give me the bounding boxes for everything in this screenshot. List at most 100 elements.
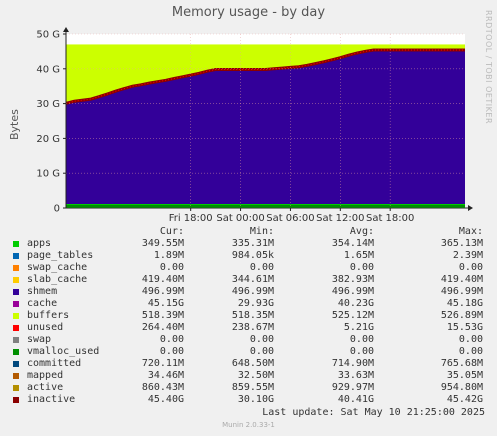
- legend-avg-value: 525.12M: [331, 310, 374, 321]
- legend-swatch: [13, 385, 19, 391]
- legend-series-name: vmalloc_used: [27, 346, 100, 357]
- legend-series-name: buffers: [27, 310, 70, 321]
- x-tick-label: Fri 18:00: [169, 213, 213, 224]
- legend-max-value: 526.89M: [440, 310, 483, 321]
- legend-row: cache 45.15G 29.93G 40.23G 45.18G: [10, 298, 490, 310]
- legend-series-name: inactive: [27, 394, 76, 405]
- legend-series-name: unused: [27, 322, 64, 333]
- legend-header-avg: Avg:: [349, 226, 374, 237]
- legend-avg-value: 929.97M: [331, 382, 374, 393]
- legend-avg-value: 40.41G: [337, 394, 374, 405]
- legend-max-value: 15.53G: [446, 322, 483, 333]
- legend-swatch: [13, 349, 19, 355]
- x-tick-label: Sat 18:00: [366, 213, 414, 224]
- legend-max-value: 35.05M: [446, 370, 483, 381]
- y-tick-label: 20 G: [36, 134, 60, 145]
- legend-cur-value: 264.40M: [141, 322, 184, 333]
- legend-cur-value: 45.40G: [147, 394, 184, 405]
- legend-row: vmalloc_used 0.00 0.00 0.00 0.00: [10, 346, 490, 358]
- legend-swatch: [13, 325, 19, 331]
- legend-max-value: 0.00: [458, 346, 483, 357]
- legend-swatch: [13, 397, 19, 403]
- legend-min-value: 496.99M: [231, 286, 274, 297]
- legend-row: inactive 45.40G 30.10G 40.41G 45.42G: [10, 394, 490, 406]
- legend-min-value: 238.67M: [231, 322, 274, 333]
- legend-cur-value: 496.99M: [141, 286, 184, 297]
- legend-swatch: [13, 373, 19, 379]
- legend-avg-value: 382.93M: [331, 274, 374, 285]
- legend-series-name: swap: [27, 334, 52, 345]
- legend-swatch: [13, 361, 19, 367]
- legend-header-min: Min:: [249, 226, 274, 237]
- legend-series-name: mapped: [27, 370, 64, 381]
- legend-cur-value: 1.89M: [153, 250, 184, 261]
- legend-min-value: 0.00: [249, 346, 274, 357]
- legend-max-value: 765.68M: [440, 358, 483, 369]
- last-update: Last update: Sat May 10 21:25:00 2025: [262, 407, 485, 418]
- legend-row: unused 264.40M 238.67M 5.21G 15.53G: [10, 322, 490, 334]
- legend-row: buffers 518.39M 518.35M 525.12M 526.89M: [10, 310, 490, 322]
- legend-cur-value: 349.55M: [141, 238, 184, 249]
- legend-avg-value: 1.65M: [343, 250, 374, 261]
- legend-row: active 860.43M 859.55M 929.97M 954.80M: [10, 382, 490, 394]
- legend-max-value: 419.40M: [440, 274, 483, 285]
- y-tick-label: 0: [54, 204, 60, 215]
- legend-max-value: 365.13M: [440, 238, 483, 249]
- y-axis-arrow: [63, 27, 69, 32]
- legend-cur-value: 860.43M: [141, 382, 184, 393]
- legend-series-name: cache: [27, 298, 58, 309]
- legend-avg-value: 0.00: [349, 262, 374, 273]
- munin-version: Munin 2.0.33-1: [222, 421, 275, 429]
- legend-max-value: 2.39M: [452, 250, 483, 261]
- legend-swatch: [13, 301, 19, 307]
- slab-band: [66, 205, 465, 207]
- cache-area: [66, 50, 465, 208]
- legend-avg-value: 0.00: [349, 334, 374, 345]
- legend-cur-value: 0.00: [159, 334, 184, 345]
- legend-cur-value: 0.00: [159, 346, 184, 357]
- y-tick-label: 30 G: [36, 99, 60, 110]
- inactive-line-dots: [65, 49, 465, 104]
- legend-swatch: [13, 289, 19, 295]
- legend-row: committed 720.11M 648.50M 714.90M 765.68M: [10, 358, 490, 370]
- legend-row: swap_cache 0.00 0.00 0.00 0.00: [10, 262, 490, 274]
- legend-min-value: 29.93G: [237, 298, 274, 309]
- legend-avg-value: 496.99M: [331, 286, 374, 297]
- x-tick-label: Sat 06:00: [266, 213, 314, 224]
- legend-series-name: committed: [27, 358, 82, 369]
- legend-swatch: [13, 265, 19, 271]
- legend-max-value: 0.00: [458, 262, 483, 273]
- legend-avg-value: 33.63M: [337, 370, 374, 381]
- legend-avg-value: 354.14M: [331, 238, 374, 249]
- legend-min-value: 518.35M: [231, 310, 274, 321]
- legend-cur-value: 720.11M: [141, 358, 184, 369]
- legend-max-value: 0.00: [458, 334, 483, 345]
- legend-series-name: active: [27, 382, 64, 393]
- legend-series-name: page_tables: [27, 250, 94, 261]
- legend-min-value: 32.50M: [237, 370, 274, 381]
- chart-title: Memory usage - by day: [171, 5, 326, 20]
- legend-series-name: swap_cache: [27, 262, 88, 273]
- legend-row: swap 0.00 0.00 0.00 0.00: [10, 334, 490, 346]
- legend-min-value: 859.55M: [231, 382, 274, 393]
- legend-table: Cur: Min: Avg: Max: apps 349.55M 335.31M 35…: [10, 226, 490, 406]
- legend-min-value: 30.10G: [237, 394, 274, 405]
- legend-min-value: 344.61M: [231, 274, 274, 285]
- legend-avg-value: 40.23G: [337, 298, 374, 309]
- legend-swatch: [13, 337, 19, 343]
- legend-cur-value: 419.40M: [141, 274, 184, 285]
- legend-min-value: 335.31M: [231, 238, 274, 249]
- legend-header: Cur: Min: Avg: Max:: [10, 226, 490, 238]
- legend-swatch: [13, 253, 19, 259]
- legend-swatch: [13, 313, 19, 319]
- legend-min-value: 0.00: [249, 334, 274, 345]
- legend-avg-value: 714.90M: [331, 358, 374, 369]
- y-tick-label: 40 G: [36, 64, 60, 75]
- x-tick-label: Sat 12:00: [316, 213, 364, 224]
- legend-series-name: slab_cache: [27, 274, 88, 285]
- legend-max-value: 45.42G: [446, 394, 483, 405]
- legend-max-value: 45.18G: [446, 298, 483, 309]
- legend-avg-value: 0.00: [349, 346, 374, 357]
